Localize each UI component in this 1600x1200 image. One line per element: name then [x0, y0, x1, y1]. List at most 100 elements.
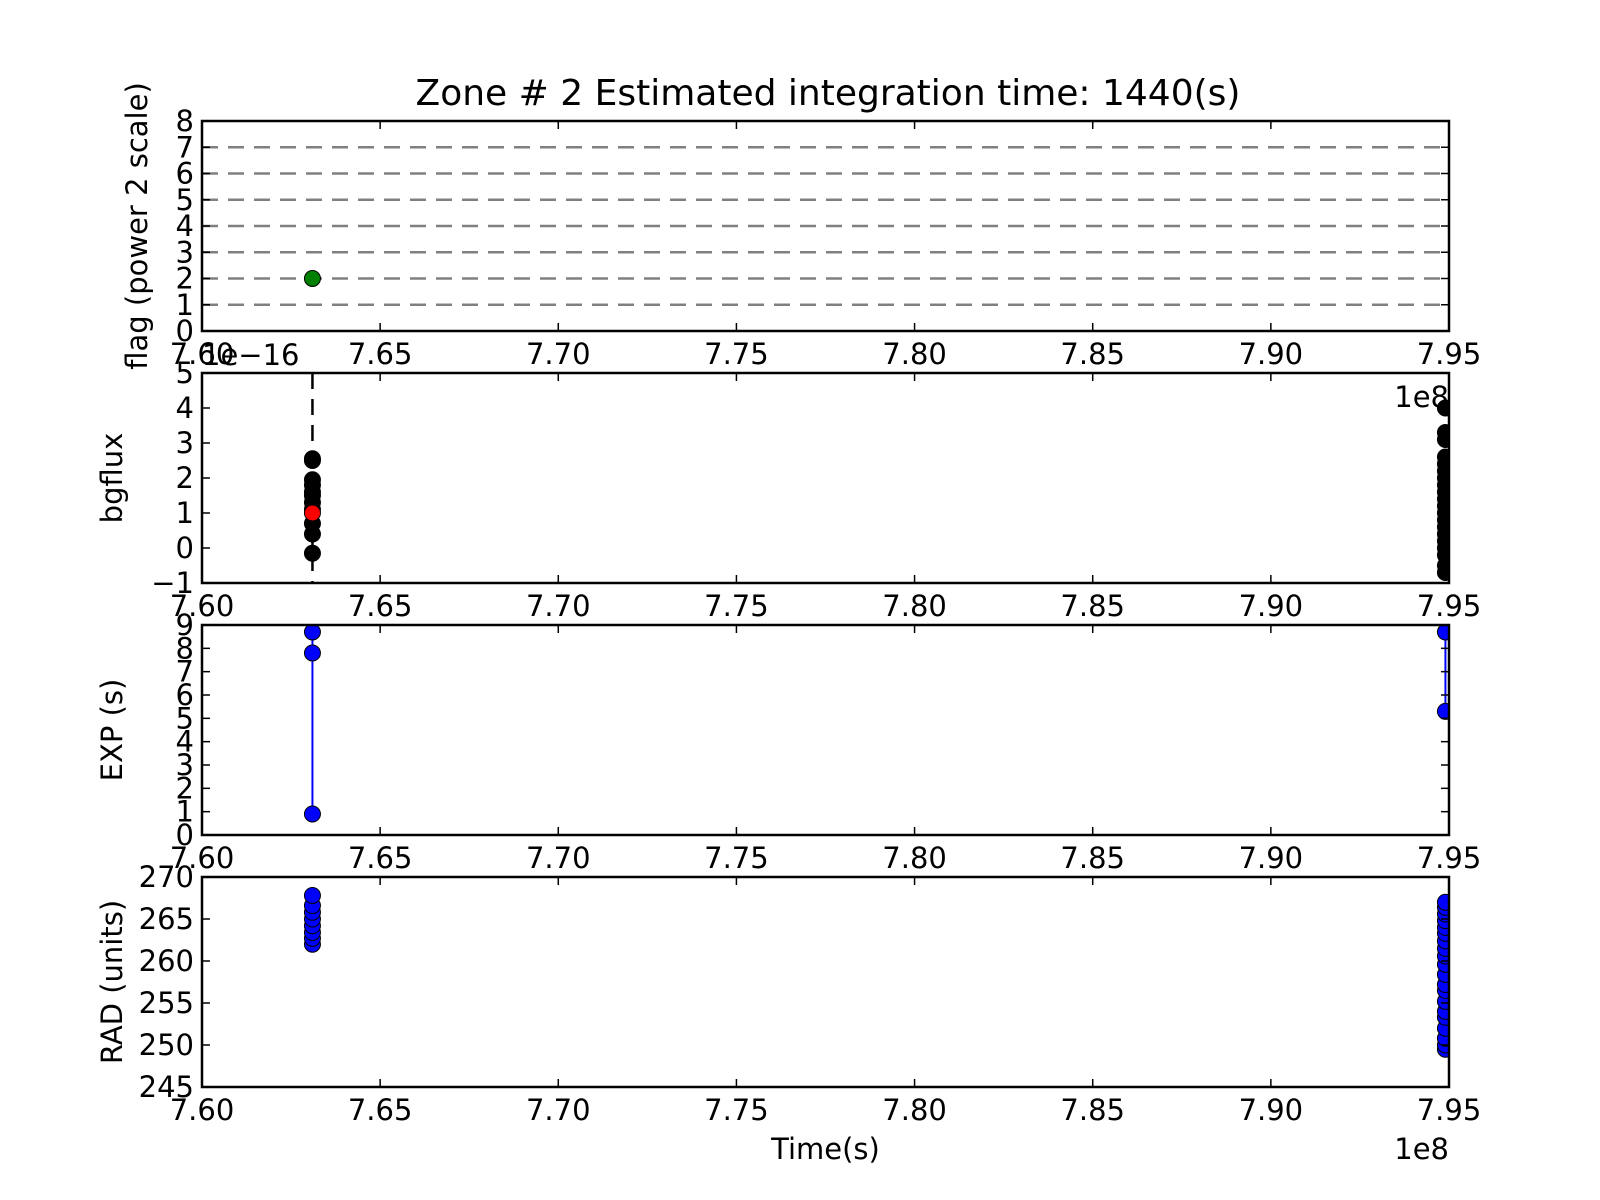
- y-axis-label-bgflux: bgflux: [95, 433, 129, 524]
- panel-exp-frame: [200, 623, 1451, 837]
- data-point-bgflux: [1436, 424, 1449, 441]
- x-tick-label-rad: 7.65: [348, 1093, 413, 1127]
- y-tick-label-flag: 1: [176, 288, 194, 322]
- y-tick-label-bgflux: 4: [176, 391, 194, 425]
- y-tick-label-flag: 2: [176, 262, 194, 296]
- data-point-bgflux: [303, 544, 321, 562]
- y-tick-label-flag: 5: [176, 183, 194, 217]
- panel-bgflux: 7.60 7.65 7.70 7.75 7.80 7.85 7.90 7.95 −1012345…: [95, 338, 1481, 623]
- x-tick-label-flag: 7.70: [526, 337, 591, 371]
- x-tick-label-rad: 7.95: [1417, 1093, 1482, 1127]
- x-tick-label-bgflux: 7.70: [526, 589, 591, 623]
- x-tick-label-flag: 7.65: [348, 337, 413, 371]
- panel-exp-data: [303, 625, 1449, 823]
- y-tick-label-rad: 245: [139, 1070, 194, 1104]
- y-tick-label-flag: 3: [176, 235, 194, 269]
- panel-rad-background: [202, 877, 1449, 1087]
- panel-exp-background: [202, 625, 1449, 835]
- panel-flag-background: [202, 121, 1449, 331]
- x-offset-label-bgflux: 1e8: [1394, 380, 1449, 414]
- y-tick-label-exp: 4: [176, 725, 194, 759]
- x-tick-label-bgflux: 7.80: [882, 589, 947, 623]
- y-tick-label-rad: 265: [139, 902, 194, 936]
- x-tick-label-rad: 7.80: [882, 1093, 947, 1127]
- panel-bgflux-background: [202, 373, 1449, 583]
- y-tick-label-flag: 8: [176, 104, 194, 138]
- x-tick-label-bgflux: 7.90: [1239, 589, 1304, 623]
- data-point-exp: [303, 805, 321, 823]
- x-tick-label-exp: 7.75: [704, 841, 769, 875]
- y-axis-label-exp: EXP (s): [95, 679, 129, 782]
- panel-exp: 7.60 7.65 7.70 7.75 7.80 7.85 7.90 7.95 01234567…: [95, 608, 1481, 875]
- panel-flag-data: [303, 270, 321, 287]
- panels: 7.60 7.65 7.70 7.75 7.80 7.85 7.90 7.9501234567…: [95, 82, 1481, 1166]
- y-tick-label-rad: 270: [139, 860, 194, 894]
- panel-rad-data: [303, 886, 1449, 1058]
- y-tick-label-flag: 6: [176, 157, 194, 191]
- y-tick-label-exp: 2: [176, 771, 194, 805]
- y-tick-label-exp: 7: [176, 655, 194, 689]
- x-tick-label-exp: 7.80: [882, 841, 947, 875]
- x-tick-label-flag: 7.80: [882, 337, 947, 371]
- panel-bgflux-data: [303, 399, 1449, 581]
- x-tick-label-flag: 7.95: [1417, 337, 1482, 371]
- y-tick-label-exp: 3: [176, 748, 194, 782]
- y-tick-label-bgflux: 1: [176, 496, 194, 530]
- y-tick-label-flag: 0: [176, 314, 194, 348]
- y-tick-label-rad: 255: [139, 986, 194, 1020]
- x-tick-label-bgflux: 7.85: [1060, 589, 1125, 623]
- x-tick-label-bgflux: 7.60: [170, 589, 235, 623]
- y-tick-label-exp: 9: [176, 608, 194, 642]
- y-axis-label-rad: RAD (units): [95, 900, 129, 1064]
- data-point-bgflux: [303, 471, 321, 489]
- y-tick-label-flag: 4: [176, 209, 194, 243]
- data-point-bgflux: [1436, 448, 1449, 466]
- x-tick-label-rad: 7.75: [704, 1093, 769, 1127]
- y-offset-label-bgflux: 1e−16: [202, 338, 300, 372]
- y-tick-label-bgflux: 2: [176, 461, 194, 495]
- panel-flag: 7.60 7.65 7.70 7.75 7.80 7.85 7.90 7.95 01234567…: [120, 82, 1481, 371]
- y-tick-label-bgflux: 0: [176, 531, 194, 565]
- y-tick-label-bgflux: −1: [151, 566, 194, 600]
- y-tick-label-exp: 8: [176, 631, 194, 665]
- data-point-exp: [1436, 625, 1449, 641]
- y-tick-label-exp: 6: [176, 678, 194, 712]
- y-tick-label-bgflux: 3: [176, 426, 194, 460]
- y-tick-label-bgflux: 5: [176, 356, 194, 390]
- data-point-rad: [303, 886, 321, 904]
- data-point-bgflux: [303, 450, 321, 468]
- x-offset-label-rad: 1e8: [1394, 1132, 1449, 1166]
- x-axis-label-rad: Time(s): [770, 1132, 880, 1166]
- x-tick-label-bgflux: 7.65: [348, 589, 413, 623]
- x-tick-label-flag: 7.90: [1239, 337, 1304, 371]
- data-point-exp: [303, 625, 321, 641]
- x-tick-label-exp: 7.70: [526, 841, 591, 875]
- data-point-exp: [303, 644, 321, 662]
- x-tick-label-rad: 7.85: [1060, 1093, 1125, 1127]
- x-tick-label-flag: 7.85: [1060, 337, 1125, 371]
- data-point-rad: [1436, 893, 1449, 911]
- x-tick-label-exp: 7.85: [1060, 841, 1125, 875]
- y-tick-label-exp: 0: [176, 818, 194, 852]
- x-tick-label-flag: 7.60: [170, 337, 235, 371]
- y-tick-label-exp: 1: [176, 795, 194, 829]
- x-tick-label-exp: 7.95: [1417, 841, 1482, 875]
- x-tick-label-rad: 7.70: [526, 1093, 591, 1127]
- y-tick-label-rad: 260: [139, 944, 194, 978]
- x-tick-label-exp: 7.60: [170, 841, 235, 875]
- panel-rad-frame: [200, 875, 1451, 1089]
- y-tick-label-exp: 5: [176, 701, 194, 735]
- x-tick-label-exp: 7.65: [348, 841, 413, 875]
- x-tick-label-rad: 7.60: [170, 1093, 235, 1127]
- figure-title: Zone # 2 Estimated integration time: 144…: [416, 73, 1241, 114]
- data-point-bgflux: [303, 504, 321, 522]
- data-point-flag: [303, 270, 321, 287]
- x-tick-label-flag: 7.75: [704, 337, 769, 371]
- data-point-exp: [1436, 702, 1449, 720]
- x-tick-label-bgflux: 7.75: [704, 589, 769, 623]
- x-tick-label-bgflux: 7.95: [1417, 589, 1482, 623]
- y-tick-label-flag: 7: [176, 130, 194, 164]
- x-tick-label-exp: 7.90: [1239, 841, 1304, 875]
- y-tick-label-rad: 250: [139, 1028, 194, 1062]
